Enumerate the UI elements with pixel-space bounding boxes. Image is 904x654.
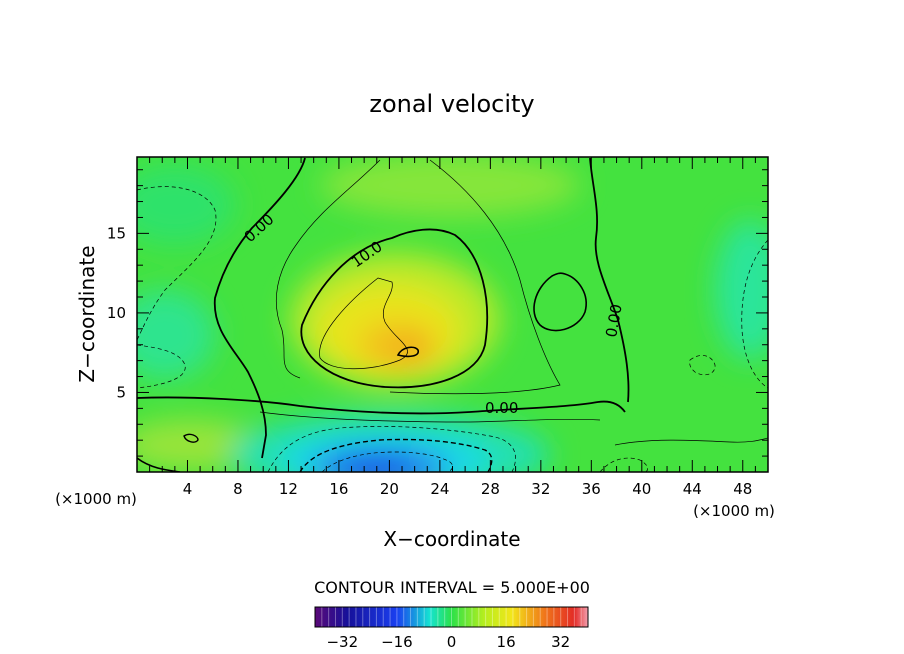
contour-small-loop-left [183, 433, 199, 443]
colorbar-segments [321, 607, 582, 627]
colorbar-tick-label: −32 [326, 633, 358, 651]
contour-neg-bottom-right [599, 457, 648, 472]
x-tick-label: 40 [632, 480, 651, 498]
colorbar-tick-label: 16 [497, 633, 516, 651]
contour-max-loop [396, 346, 420, 358]
field-patch-upper-left [137, 165, 235, 245]
contour-zero-right [589, 157, 630, 403]
contour-neg-left [137, 186, 217, 341]
x-tick-label: 28 [481, 480, 500, 498]
contour-five-upper [275, 159, 381, 379]
y-tick-label: 5 [116, 383, 126, 401]
contour-label-zero-right: 0.00 [602, 303, 626, 339]
contour-closed-right [533, 272, 587, 332]
colorbar-ticks: −32 −16 0 16 32 [326, 633, 570, 651]
contour-zero-lower [137, 396, 626, 415]
y-tick-label: 10 [107, 304, 126, 322]
plot-area: 0.00 10.0 0.00 0.00 [137, 157, 768, 472]
x-tick-label: 20 [380, 480, 399, 498]
contour-zero-outer [213, 157, 306, 459]
contour-five-lower [259, 411, 601, 423]
colorbar-tick-label: 0 [447, 633, 457, 651]
contour-ten [300, 228, 488, 389]
contour-neg-right [741, 239, 768, 389]
colorbar-frame [314, 606, 589, 628]
y-tick-label: 15 [107, 224, 126, 242]
trough-min [335, 456, 415, 472]
x-tick-label: 16 [329, 480, 348, 498]
y-axis: 5 10 15 [107, 169, 768, 457]
field-patch-upper-mid [320, 157, 580, 217]
x-axis-label: X−coordinate [383, 527, 520, 551]
x-unit-right: (×1000 m) [693, 502, 775, 520]
colorbar-gradient [315, 607, 588, 627]
x-tick-label: 48 [733, 480, 752, 498]
x-tick-label: 8 [233, 480, 243, 498]
x-tick-label: 36 [582, 480, 601, 498]
x-tick-label: 4 [183, 480, 193, 498]
x-tick-label: 24 [430, 480, 449, 498]
x-tick-label: 32 [531, 480, 550, 498]
x-tick-label: 12 [279, 480, 298, 498]
field-patch-right [715, 220, 768, 360]
x-unit-left: (×1000 m) [55, 490, 137, 508]
contour-neg-right-small [689, 355, 716, 376]
y-axis-label: Z−coordinate [75, 245, 99, 382]
chart-title: zonal velocity [369, 90, 534, 118]
contour-neg-trough-outer [267, 426, 516, 472]
contour-label-zero-lower: 0.00 [485, 399, 518, 417]
colorbar: −32 −16 0 16 32 [314, 606, 589, 651]
colorbar-tick-label: 32 [551, 633, 570, 651]
contour-five-outer [389, 159, 561, 395]
contour-interval-text: CONTOUR INTERVAL = 5.000E+00 [314, 578, 590, 597]
field-patch-lower-left [137, 419, 260, 471]
colorbar-tick-label: −16 [381, 633, 413, 651]
jet-max [392, 338, 428, 362]
field-patch-left [137, 290, 215, 380]
x-tick-label: 44 [683, 480, 702, 498]
x-axis: 4 8 12 16 20 24 28 32 36 40 44 48 [149, 157, 756, 498]
contour-neg-trough-mid [299, 438, 493, 472]
contour-five-core [319, 277, 408, 370]
contour-five-right-lower [614, 437, 768, 446]
